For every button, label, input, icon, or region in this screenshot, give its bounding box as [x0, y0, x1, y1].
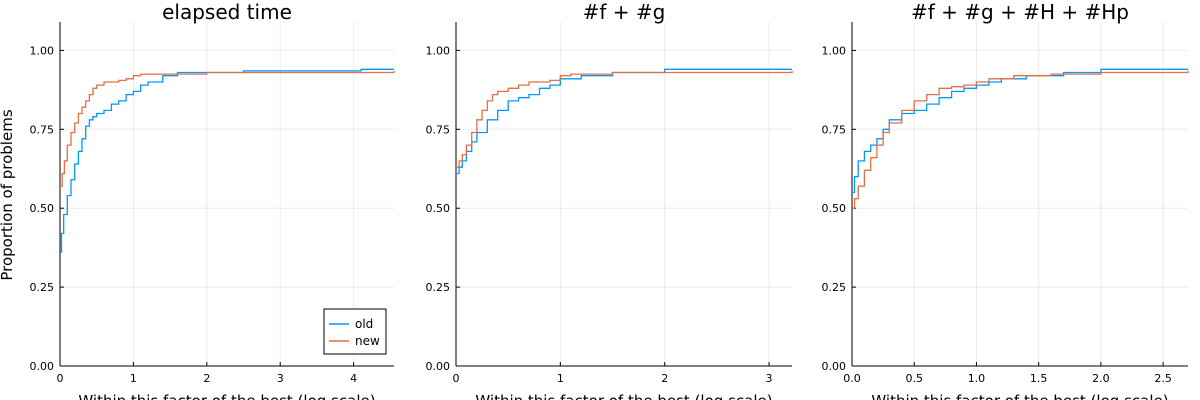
x-tick-label: 2 — [203, 372, 210, 385]
y-tick-label: 0.50 — [822, 202, 847, 215]
series-line-old — [456, 68, 792, 175]
x-tick-label: 2.5 — [1154, 372, 1172, 385]
x-tick-label: 4 — [350, 372, 357, 385]
x-axis-label: Within this factor of the best (log scal… — [475, 392, 772, 400]
y-tick-label: 1.00 — [822, 44, 847, 57]
legend: old new — [323, 308, 387, 355]
y-tick-label: 0.50 — [30, 202, 55, 215]
y-tick-label: 0.25 — [822, 281, 847, 294]
x-tick-label: 1.5 — [1030, 372, 1048, 385]
chart-title: #f + #g + #H + #Hp — [911, 0, 1129, 24]
legend-label-old: old — [355, 317, 373, 331]
x-tick-label: 1 — [130, 372, 137, 385]
chart-panel-1: 0 1 2 3 4 0.00 0.25 0.50 0.75 1.00 elapsed time Wit… — [30, 0, 395, 400]
y-tick-label: 0.75 — [822, 123, 847, 136]
chart-title: #f + #g — [583, 0, 666, 24]
x-tick-label: 0.5 — [905, 372, 923, 385]
y-tick-label: 0.00 — [822, 360, 847, 373]
y-axis-label: Proportion of problems — [0, 109, 16, 280]
series-line-new — [456, 70, 793, 168]
y-tick-label: 0.25 — [30, 281, 55, 294]
y-tick-label: 0.75 — [426, 123, 451, 136]
x-tick-label: 3 — [766, 372, 773, 385]
series-line-new — [60, 70, 395, 187]
x-tick-label: 0.0 — [843, 372, 861, 385]
legend-box — [323, 308, 387, 355]
series-line-old — [852, 68, 1188, 194]
y-tick-label: 0.75 — [30, 123, 55, 136]
y-tick-label: 0.50 — [426, 202, 451, 215]
y-tick-label: 0.00 — [426, 360, 451, 373]
y-tick-label: 0.00 — [30, 360, 55, 373]
x-tick-label: 2.0 — [1092, 372, 1110, 385]
x-tick-label: 1.0 — [968, 372, 986, 385]
x-tick-label: 0 — [453, 372, 460, 385]
chart-panel-3: 0.0 0.5 1.0 1.5 2.0 2.5 0.00 0.25 0.50 0.75 1.00 #f… — [822, 0, 1189, 400]
series-line-new — [852, 70, 1189, 209]
chart-panel-2: 0 1 2 3 0.00 0.25 0.50 0.75 1.00 #f + #g Within th… — [426, 0, 793, 400]
chart-title: elapsed time — [162, 0, 292, 24]
y-tick-label: 0.25 — [426, 281, 451, 294]
y-tick-label: 1.00 — [30, 44, 55, 57]
series-line-old — [60, 68, 394, 254]
x-tick-label: 3 — [277, 372, 284, 385]
x-axis-label: Within this factor of the best (log scal… — [78, 392, 375, 400]
x-tick-label: 0 — [57, 372, 64, 385]
x-tick-label: 2 — [661, 372, 668, 385]
x-tick-label: 1 — [557, 372, 564, 385]
x-axis-label: Within this factor of the best (log scal… — [871, 392, 1168, 400]
y-tick-label: 1.00 — [426, 44, 451, 57]
legend-label-new: new — [355, 334, 380, 348]
